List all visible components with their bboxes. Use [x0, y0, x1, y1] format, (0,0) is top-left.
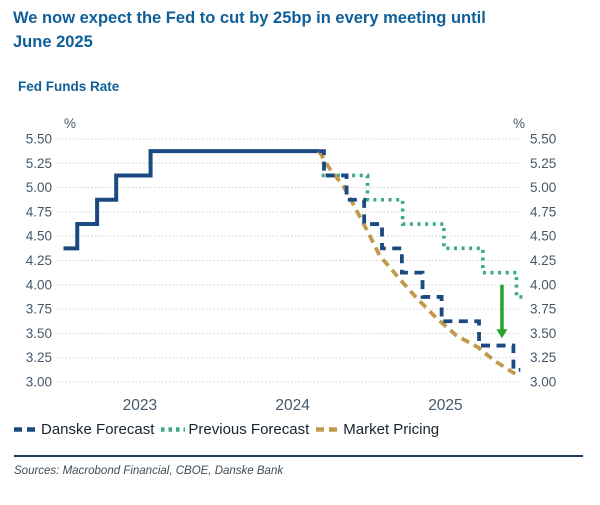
y-axis-tick-label-left: 4.75: [26, 204, 52, 219]
y-axis-tick-label-left: 5.00: [26, 180, 52, 195]
legend-item-previous-forecast: Previous Forecast: [161, 421, 309, 438]
y-axis-tick-label-left: 5.25: [26, 156, 52, 171]
y-axis-tick-label-right: 4.00: [530, 277, 556, 292]
y-axis-tick-label-right: 4.75: [530, 204, 556, 219]
sources-note: Sources: Macrobond Financial, CBOE, Dans…: [14, 465, 284, 477]
green-dotted-line-marker-icon: [161, 427, 186, 432]
y-axis-tick-label-left: 5.50: [26, 132, 52, 147]
chart-subtitle: Fed Funds Rate: [18, 79, 120, 94]
y-axis-tick-label-right: 5.50: [530, 132, 556, 147]
chart-legend: Danske Forecast Previous Forecast Market…: [14, 421, 446, 438]
x-axis-tick-label: 2025: [428, 397, 462, 414]
y-axis-tick-label-right: 3.25: [530, 350, 556, 365]
tan-dashed-line-marker-icon: [316, 427, 341, 432]
legend-item-danske-forecast: Danske Forecast: [14, 421, 154, 438]
legend-label: Danske Forecast: [41, 421, 155, 438]
y-axis-tick-label-right: 5.25: [530, 156, 556, 171]
y-axis-tick-label-left: 4.25: [26, 253, 52, 268]
legend-label: Previous Forecast: [188, 421, 310, 438]
y-axis-unit-left: %: [64, 116, 76, 131]
series-fed-funds-actual: [63, 149, 319, 251]
y-axis-unit-right: %: [513, 116, 525, 131]
legend-label: Market Pricing: [343, 421, 440, 438]
series-danske-forecast: [318, 149, 521, 372]
down-arrow-head-icon: [496, 329, 508, 339]
y-axis-tick-label-left: 3.75: [26, 302, 52, 317]
separator-line: [14, 455, 583, 457]
series-market-pricing: [317, 150, 522, 378]
y-axis-tick-label-left: 3.00: [26, 375, 52, 390]
y-axis-tick-label-right: 3.75: [530, 302, 556, 317]
y-axis-tick-label-right: 4.50: [530, 229, 556, 244]
y-axis-tick-label-left: 4.50: [26, 229, 52, 244]
x-axis-tick-label: 2024: [275, 397, 310, 414]
y-axis-tick-label-right: 5.00: [530, 180, 556, 195]
series-previous-forecast: [321, 173, 525, 299]
x-axis-tick-label: 2023: [123, 397, 157, 414]
y-axis-tick-label-right: 3.00: [530, 375, 556, 390]
page-title: We now expect the Fed to cut by 25bp in …: [13, 9, 486, 51]
y-axis-tick-label-left: 4.00: [26, 277, 52, 292]
y-axis-tick-label-left: 3.25: [26, 350, 52, 365]
navy-dashed-line-marker-icon: [14, 427, 38, 432]
fed-funds-chart: 5.50 5.50 5.25 5.25 5.00 5.00 4.75 4.75 4.50 4.50…: [26, 116, 557, 414]
y-axis-tick-label-right: 4.25: [530, 253, 556, 268]
y-axis-tick-label-right: 3.50: [530, 326, 556, 341]
y-axis-tick-label-left: 3.50: [26, 326, 52, 341]
legend-item-market-pricing: Market Pricing: [316, 421, 439, 438]
